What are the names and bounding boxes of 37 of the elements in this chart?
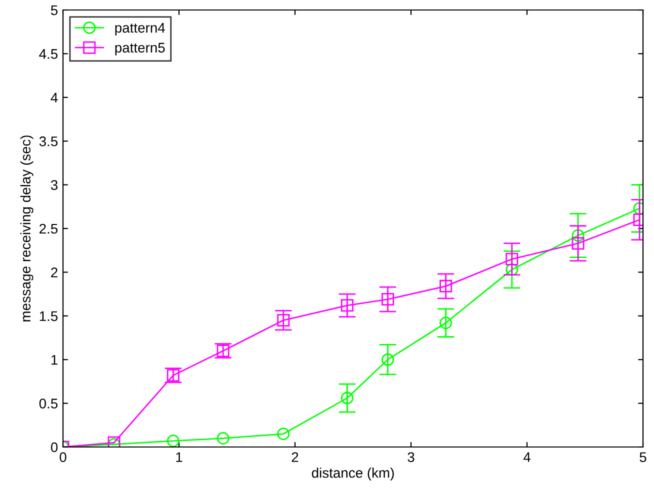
- point: [277, 428, 290, 440]
- y-tick-label: 2: [51, 268, 58, 278]
- point: [340, 299, 354, 312]
- x-tick-label: 1: [176, 452, 182, 462]
- x-tick-label: 2: [292, 452, 298, 462]
- x-axis-title: distance (km): [312, 468, 394, 481]
- y-axis-title: message receiving delay (sec): [20, 136, 34, 322]
- y-tick-label: 0: [50, 442, 58, 452]
- point: [506, 252, 518, 266]
- x-tick-label: 5: [640, 452, 646, 462]
- y-tick-label: 1.5: [40, 311, 58, 322]
- x-tick-label: 3: [408, 452, 414, 462]
- point: [382, 293, 394, 306]
- y-tick-label: 4.5: [39, 49, 58, 59]
- y-tick-label: 3: [50, 180, 58, 190]
- x-tick-label: 4: [523, 452, 530, 462]
- point: [166, 369, 180, 382]
- point: [277, 314, 290, 327]
- y-tick-label: 4: [50, 92, 58, 102]
- y-tick-label: 5: [50, 5, 58, 16]
- y-tick-label: 2.5: [40, 224, 58, 234]
- point: [340, 392, 354, 404]
- legend-label: pattern5: [115, 42, 165, 56]
- point: [216, 344, 230, 358]
- x-tick-label: 0: [60, 452, 66, 462]
- point: [572, 229, 584, 242]
- y-tick-label: 0.5: [39, 398, 58, 408]
- y-tick-label: 1: [51, 355, 58, 365]
- point: [440, 316, 452, 330]
- legend-label: pattern4: [115, 23, 165, 36]
- y-tick-label: 3.5: [39, 136, 58, 146]
- point: [506, 263, 518, 276]
- point: [382, 353, 394, 366]
- point: [216, 432, 230, 445]
- point: [572, 237, 584, 250]
- point: [440, 280, 452, 292]
- point: [166, 434, 180, 447]
